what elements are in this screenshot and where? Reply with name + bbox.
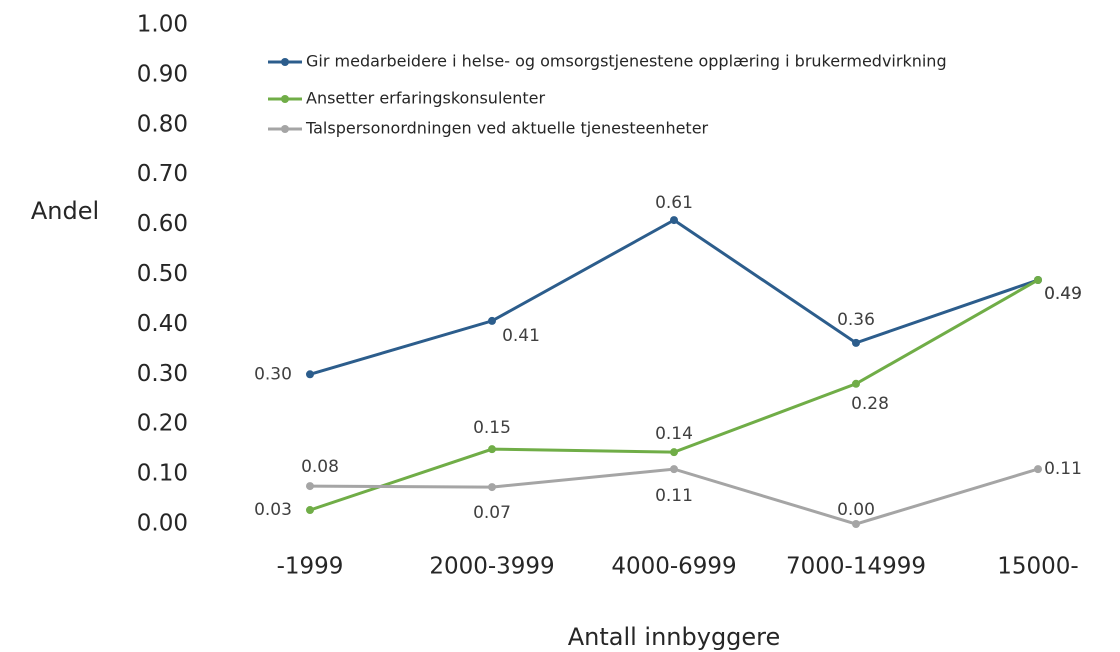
x-tick-label: 15000- xyxy=(997,554,1078,580)
data-label: 0.30 xyxy=(254,364,292,384)
data-label: 0.08 xyxy=(301,457,339,477)
data-point xyxy=(670,216,678,225)
data-point xyxy=(1034,465,1042,474)
y-tick-label: 0.40 xyxy=(137,311,188,337)
data-label: 0.11 xyxy=(1044,459,1082,479)
y-axis-title: Andel xyxy=(31,197,99,225)
y-tick-label: 0.70 xyxy=(137,161,188,187)
data-point xyxy=(852,379,860,388)
data-point xyxy=(488,483,496,492)
legend-marker xyxy=(281,125,289,133)
data-label: 0.14 xyxy=(655,424,693,444)
data-point xyxy=(1034,275,1042,284)
series-line xyxy=(309,278,1039,512)
y-tick-label: 0.10 xyxy=(137,461,188,487)
y-tick-label: 0.00 xyxy=(137,511,188,537)
data-point xyxy=(670,465,678,474)
data-label: 0.03 xyxy=(254,500,292,520)
y-tick-label: 0.90 xyxy=(137,61,188,87)
y-tick-label: 0.80 xyxy=(137,111,188,137)
x-tick-label: 4000-6999 xyxy=(611,554,736,580)
series-line xyxy=(309,218,1039,376)
data-label: 0.15 xyxy=(473,418,511,438)
data-point xyxy=(306,506,314,515)
data-point xyxy=(488,316,496,325)
y-tick-label: 1.00 xyxy=(137,12,188,38)
data-point xyxy=(852,338,860,347)
data-label: 0.00 xyxy=(837,500,875,520)
legend-marker xyxy=(281,95,289,103)
data-label: 0.41 xyxy=(502,326,540,346)
data-point xyxy=(852,520,860,528)
data-label: 0.28 xyxy=(851,394,889,414)
data-point xyxy=(488,445,496,454)
legend-label: Ansetter erfaringskonsulenter xyxy=(306,89,545,108)
y-tick-label: 0.50 xyxy=(137,261,188,287)
y-tick-label: 0.20 xyxy=(137,411,188,437)
data-point xyxy=(670,448,678,457)
data-point xyxy=(306,370,314,379)
data-label: 0.49 xyxy=(1044,284,1082,304)
legend-label: Talspersonordningen ved aktuelle tjenest… xyxy=(305,119,709,138)
y-tick-label: 0.60 xyxy=(137,211,188,237)
x-tick-label: 2000-3999 xyxy=(429,554,554,580)
data-label: 0.61 xyxy=(655,193,693,213)
data-point xyxy=(306,482,314,491)
data-label: 0.36 xyxy=(837,310,875,330)
data-label: 0.07 xyxy=(473,503,511,523)
legend-label: Gir medarbeidere i helse- og omsorgstjen… xyxy=(306,52,947,71)
data-label: 0.11 xyxy=(655,486,693,506)
x-tick-label: 7000-14999 xyxy=(786,554,926,580)
x-tick-label: -1999 xyxy=(277,554,344,580)
legend-marker xyxy=(281,58,289,66)
y-tick-label: 0.30 xyxy=(137,361,188,387)
data-label: 0.49 xyxy=(1044,284,1082,304)
x-axis-title: Antall innbyggere xyxy=(568,623,781,651)
